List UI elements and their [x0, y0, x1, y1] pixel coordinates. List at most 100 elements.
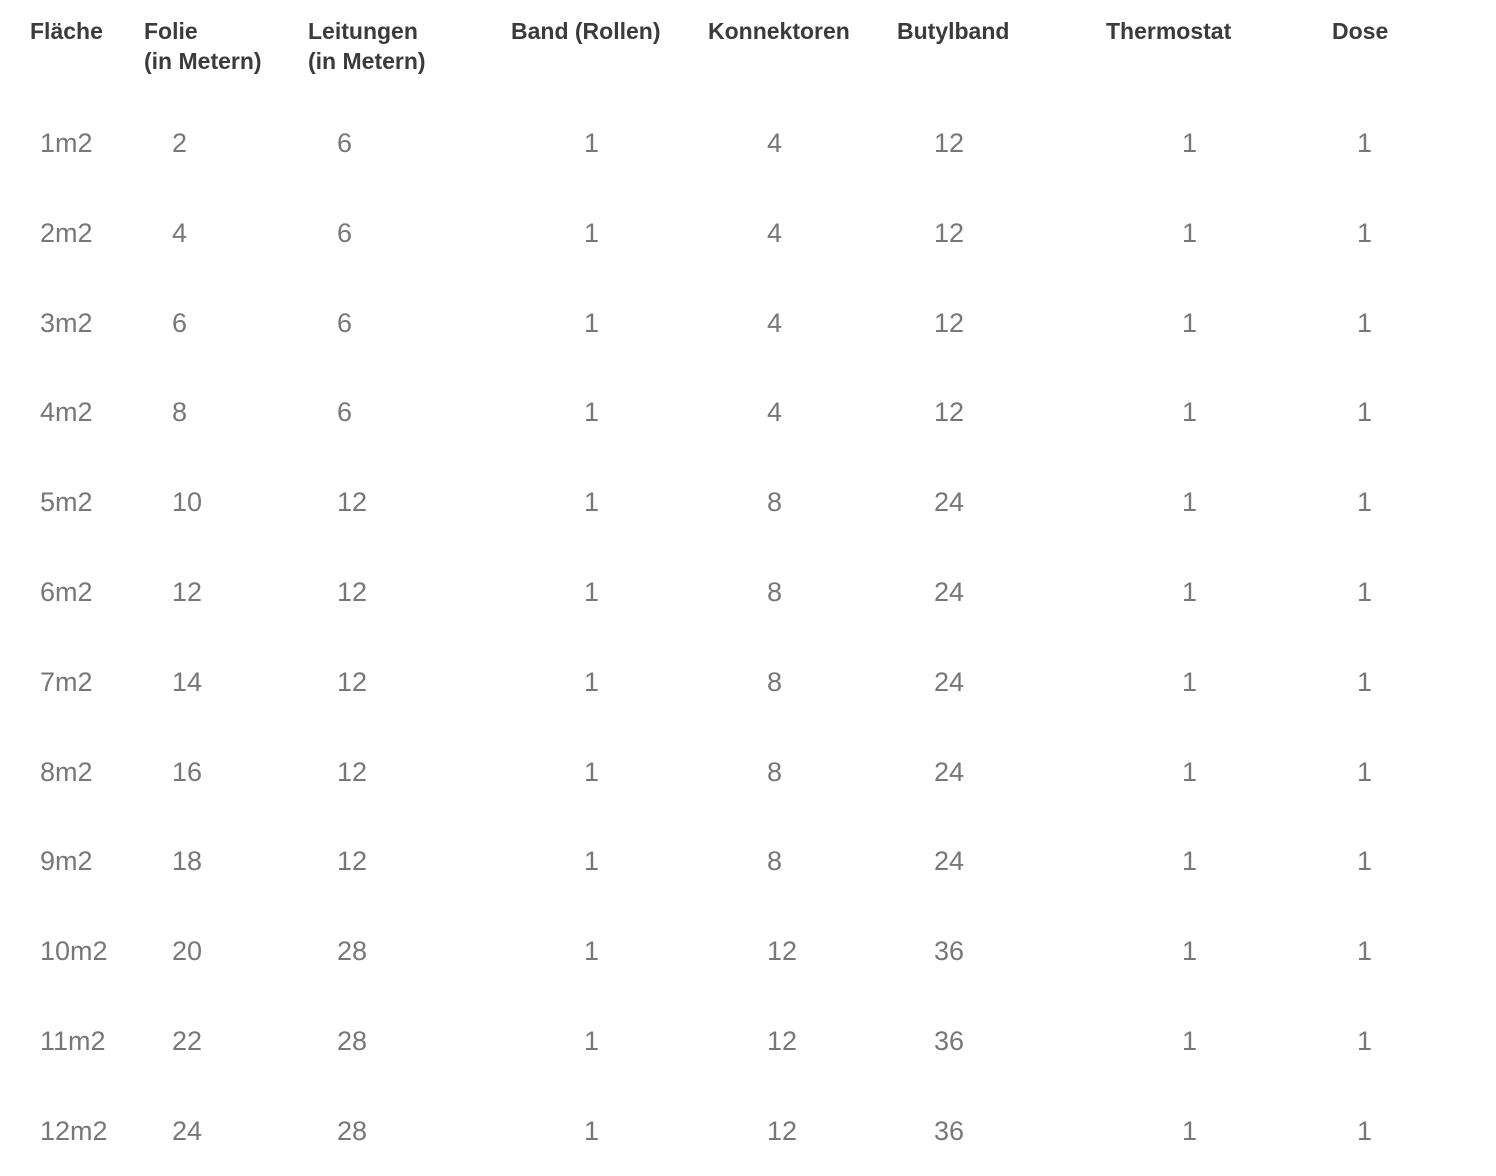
cell-dose: 1: [1357, 397, 1373, 428]
cell-leitungen: 12: [337, 846, 368, 877]
cell-butylband: 36: [934, 936, 965, 967]
cell-band: 1: [584, 846, 600, 877]
cell-dose: 1: [1357, 217, 1373, 248]
cell-folie: 6: [172, 307, 188, 338]
cell-folie: 24: [172, 1115, 203, 1146]
cell-leitungen: 12: [337, 487, 368, 518]
cell-leitungen: 12: [337, 756, 368, 787]
cell-band: 1: [584, 756, 600, 787]
cell-leitungen: 6: [337, 128, 353, 158]
cell-dose: 1: [1357, 846, 1373, 877]
cell-konnektoren: 8: [767, 756, 783, 787]
cell-dose: 1: [1357, 666, 1373, 697]
cell-flaeche: 12m2: [40, 1115, 108, 1146]
cell-butylband: 24: [934, 577, 965, 607]
cell-flaeche: 3m2: [40, 307, 93, 338]
cell-flaeche: 8m2: [40, 756, 93, 787]
cell-folie: 12: [172, 577, 203, 607]
cell-folie: 20: [172, 936, 203, 967]
cell-butylband: 12: [934, 128, 965, 158]
cell-band: 1: [584, 1115, 600, 1146]
cell-butylband: 12: [934, 397, 965, 428]
cell-dose: 1: [1357, 1026, 1373, 1056]
cell-flaeche: 1m2: [40, 128, 93, 158]
cell-konnektoren: 4: [767, 307, 783, 338]
cell-butylband: 24: [934, 487, 965, 518]
cell-thermostat: 1: [1182, 577, 1198, 607]
cell-konnektoren: 12: [767, 1115, 798, 1146]
cell-butylband: 12: [934, 217, 965, 248]
cell-konnektoren: 4: [767, 217, 783, 248]
cell-folie: 2: [172, 128, 188, 158]
cell-leitungen: 12: [337, 666, 368, 697]
cell-band: 1: [584, 307, 600, 338]
cell-band: 1: [584, 128, 600, 158]
cell-band: 1: [584, 936, 600, 967]
column-header-thermostat: Thermostat: [1106, 18, 1232, 44]
cell-butylband: 24: [934, 756, 965, 787]
cell-konnektoren: 12: [767, 936, 798, 967]
cell-dose: 1: [1357, 307, 1373, 338]
cell-konnektoren: 4: [767, 397, 783, 428]
cell-flaeche: 5m2: [40, 487, 93, 518]
cell-konnektoren: 8: [767, 666, 783, 697]
cell-folie: 16: [172, 756, 203, 787]
cell-band: 1: [584, 487, 600, 518]
cell-folie: 18: [172, 846, 203, 877]
cell-folie: 10: [172, 487, 203, 518]
column-header-konnektoren: Konnektoren: [708, 18, 850, 44]
cell-flaeche: 11m2: [40, 1026, 106, 1056]
cell-thermostat: 1: [1182, 846, 1198, 877]
cell-leitungen: 12: [337, 577, 368, 607]
cell-flaeche: 2m2: [40, 217, 93, 248]
cell-folie: 4: [172, 217, 188, 248]
cell-dose: 1: [1357, 487, 1373, 518]
cell-thermostat: 1: [1182, 487, 1198, 518]
cell-dose: 1: [1357, 936, 1373, 967]
cell-konnektoren: 8: [767, 577, 783, 607]
cell-band: 1: [584, 397, 600, 428]
cell-thermostat: 1: [1182, 397, 1198, 428]
cell-konnektoren: 8: [767, 846, 783, 877]
cell-dose: 1: [1357, 577, 1373, 607]
cell-konnektoren: 12: [767, 1026, 798, 1056]
cell-dose: 1: [1357, 1115, 1373, 1146]
cell-folie: 22: [172, 1026, 203, 1056]
cell-thermostat: 1: [1182, 666, 1198, 697]
cell-butylband: 24: [934, 666, 965, 697]
cell-thermostat: 1: [1182, 1026, 1198, 1056]
column-header-butylband: Butylband: [897, 18, 1010, 44]
cell-butylband: 36: [934, 1115, 965, 1146]
cell-leitungen: 6: [337, 307, 353, 338]
cell-thermostat: 1: [1182, 217, 1198, 248]
cell-leitungen: 28: [337, 1026, 368, 1056]
cell-butylband: 36: [934, 1026, 965, 1056]
cell-butylband: 24: [934, 846, 965, 877]
cell-dose: 1: [1357, 756, 1373, 787]
cell-flaeche: 4m2: [40, 397, 93, 428]
cell-folie: 8: [172, 397, 188, 428]
column-header-band: Band (Rollen): [511, 18, 661, 44]
cell-leitungen: 6: [337, 397, 353, 428]
cell-thermostat: 1: [1182, 307, 1198, 338]
cell-band: 1: [584, 577, 600, 607]
cell-band: 1: [584, 666, 600, 697]
cell-leitungen: 28: [337, 936, 368, 967]
cell-konnektoren: 8: [767, 487, 783, 518]
cell-flaeche: 10m2: [40, 936, 108, 967]
cell-thermostat: 1: [1182, 1115, 1198, 1146]
cell-leitungen: 28: [337, 1115, 368, 1146]
cell-thermostat: 1: [1182, 128, 1198, 158]
cell-band: 1: [584, 217, 600, 248]
cell-flaeche: 6m2: [40, 577, 93, 607]
column-header-folie: Folie (in Metern): [144, 18, 262, 74]
column-header-leitungen: Leitungen (in Metern): [308, 18, 426, 74]
cell-flaeche: 9m2: [40, 846, 93, 877]
cell-flaeche: 7m2: [40, 666, 93, 697]
cell-leitungen: 6: [337, 217, 353, 248]
column-header-dose: Dose: [1332, 18, 1389, 44]
cell-thermostat: 1: [1182, 936, 1198, 967]
cell-band: 1: [584, 1026, 600, 1056]
cell-butylband: 12: [934, 307, 965, 338]
cell-folie: 14: [172, 666, 203, 697]
